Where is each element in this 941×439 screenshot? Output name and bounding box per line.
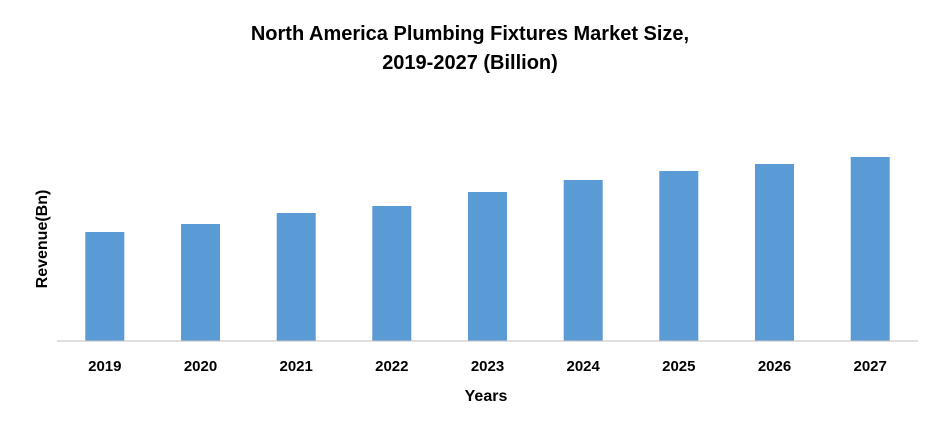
bar-2020 bbox=[181, 224, 220, 341]
bar-2026 bbox=[755, 164, 794, 341]
bar-2024 bbox=[563, 180, 603, 341]
bar-2019 bbox=[85, 232, 125, 341]
x-tick-label-2027: 2027 bbox=[854, 358, 887, 375]
x-tick-label-2020: 2020 bbox=[184, 358, 217, 375]
x-tick-label-2019: 2019 bbox=[88, 358, 121, 375]
x-tick-label-2024: 2024 bbox=[567, 358, 601, 375]
bars-group bbox=[85, 157, 890, 341]
chart-title-line-2: 2019-2027 (Billion) bbox=[382, 52, 558, 74]
bar-2027 bbox=[850, 157, 890, 341]
x-tick-label-2025: 2025 bbox=[662, 358, 695, 375]
x-tick-labels: 2019 2020 2021 2022 2023 2024 2025 2026 2027 bbox=[88, 358, 887, 375]
chart-title-line-1: North America Plumbing Fixtures Market S… bbox=[251, 23, 689, 45]
bar-2022 bbox=[372, 206, 412, 341]
bar-2021 bbox=[276, 213, 316, 341]
bar-2023 bbox=[468, 192, 507, 341]
x-tick-label-2026: 2026 bbox=[758, 358, 791, 375]
x-axis-title: Years bbox=[465, 388, 508, 405]
y-axis-title: Revenue(Bn) bbox=[34, 190, 51, 289]
x-tick-label-2023: 2023 bbox=[471, 358, 504, 375]
x-tick-label-2021: 2021 bbox=[280, 358, 313, 375]
x-tick-label-2022: 2022 bbox=[375, 358, 408, 375]
bar-2025 bbox=[659, 171, 699, 341]
